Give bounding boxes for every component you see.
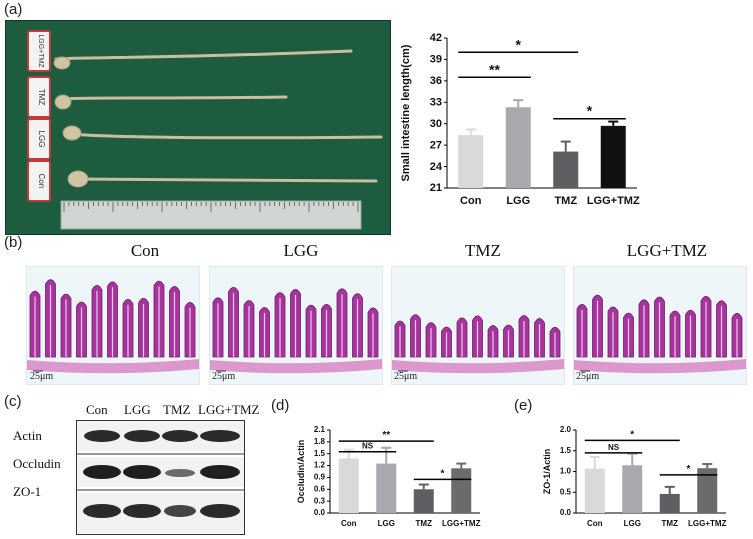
photo-tag-4: Con [37, 174, 46, 189]
bar-con [584, 468, 605, 513]
bar-tmz [553, 151, 579, 188]
histology-title-lgg-tmz: LGG+TMZ [626, 241, 708, 260]
western-blot [76, 420, 245, 535]
bar-con [338, 458, 359, 513]
y-tick-label: 2.1 [314, 425, 326, 434]
intestine-photo-drawing: LGG+TMZ TMZ LGG Con [6, 21, 390, 234]
panel-label-b: (b) [4, 234, 23, 251]
histology-title-con: Con [130, 241, 160, 260]
wb-lane-lgg-tmz: LGG+TMZ [198, 402, 260, 417]
bar-con [458, 135, 484, 188]
x-tick-label: TMZ [416, 519, 433, 528]
wb-lane-tmz: TMZ [163, 402, 191, 417]
significance-label: * [587, 103, 593, 119]
bar-lgg-tmz [600, 125, 626, 188]
wb-row-occludin: Occludin [13, 456, 61, 471]
y-tick-label: 30 [430, 118, 442, 130]
wb-lane-con: Con [86, 402, 108, 417]
y-tick-label: 0.9 [314, 473, 326, 482]
significance-label: NS [608, 443, 620, 452]
x-tick-label: TMZ [662, 519, 679, 528]
y-axis-label: ZO-1/Actin [542, 449, 552, 495]
panel-label-c: (c) [4, 393, 22, 410]
scale-bar-lgg-tmz: 25μm [576, 371, 600, 382]
y-tick-label: 1.0 [560, 467, 572, 476]
histology-image-tmz [391, 266, 565, 385]
x-tick-label: LGG [506, 195, 530, 207]
y-tick-label: 27 [430, 139, 442, 151]
x-tick-label: LGG+TMZ [688, 519, 727, 528]
y-axis-label: Small intestine length(cm) [400, 44, 412, 181]
chart-zo1-actin: 0.0 0.5 1.0 1.5 2.0 ZO-1/Actin Con LGG TMZ LGG+TM… [542, 425, 727, 528]
histology-title-tmz: TMZ [465, 241, 501, 260]
significance-label: * [687, 464, 691, 475]
y-tick-label: 24 [430, 161, 443, 173]
y-tick-label: 0.0 [314, 508, 326, 517]
significance-label: * [516, 36, 522, 52]
x-tick-label: LGG+TMZ [587, 195, 640, 207]
bar-lgg [505, 107, 531, 188]
intestine-strip-3 [69, 132, 383, 140]
photo-tag-1: LGG+TMZ [37, 34, 44, 68]
bar-tmz [659, 493, 680, 513]
x-tick-label: Con [587, 519, 603, 528]
significance-label: ** [382, 430, 390, 441]
panel-label-a: (a) [4, 1, 23, 18]
histology-image-lgg [209, 266, 383, 385]
x-tick-label: LGG [624, 519, 641, 528]
x-tick-label: TMZ [554, 195, 577, 207]
chart-occludin-actin: 0.0 0.3 0.6 0.9 1.2 1.5 1.8 2.1 Occludin/Actin Co… [296, 425, 481, 528]
intestine-strip-2 [59, 95, 288, 101]
panel-label-d: (d) [271, 397, 290, 414]
intestine-strip-4 [72, 177, 378, 183]
chart-small-intestine-length: 21 24 27 30 33 36 39 42 Small intestine length(c… [400, 32, 640, 207]
scale-bar-tmz: 25μm [394, 371, 418, 382]
y-tick-label: 0.6 [314, 484, 326, 493]
wb-row-zo1: ZO-1 [13, 484, 42, 499]
intestine-photo: LGG+TMZ TMZ LGG Con [5, 20, 391, 235]
significance-label: * [441, 468, 445, 479]
x-tick-label: Con [460, 195, 482, 207]
western-blot-bands [77, 421, 244, 533]
y-tick-label: 0.5 [560, 487, 572, 496]
wb-row-actin: Actin [13, 428, 42, 443]
histology-image-lgg-tmz [573, 266, 747, 385]
significance-label: ** [489, 61, 500, 77]
y-tick-label: 1.5 [314, 449, 326, 458]
bar-lgg-tmz [451, 468, 472, 513]
x-tick-label: LGG [378, 519, 395, 528]
scale-bar-con: 25μm [30, 371, 54, 382]
bar-lgg [622, 465, 643, 513]
y-tick-label: 0.0 [560, 508, 572, 517]
bar-lgg [376, 463, 397, 513]
y-tick-label: 1.8 [314, 437, 326, 446]
photo-tags: LGG+TMZ TMZ LGG Con [27, 30, 51, 202]
photo-tag-3: LGG [37, 131, 46, 148]
x-tick-label: Con [341, 519, 357, 528]
y-tick-label: 2.0 [560, 425, 572, 434]
y-tick-label: 33 [430, 97, 442, 109]
y-tick-label: 1.2 [314, 461, 326, 470]
significance-label: * [630, 429, 634, 440]
y-tick-label: 42 [430, 32, 442, 44]
panel-label-e: (e) [514, 397, 533, 414]
ruler [60, 200, 362, 230]
histology-title-lgg: LGG [283, 241, 319, 260]
y-tick-label: 0.3 [314, 496, 326, 505]
scale-bar-lgg: 25μm [212, 371, 236, 382]
y-tick-label: 39 [430, 54, 442, 66]
y-tick-label: 21 [430, 182, 442, 194]
y-tick-label: 36 [430, 75, 442, 87]
x-tick-label: LGG+TMZ [442, 519, 481, 528]
significance-label: NS [362, 442, 374, 451]
photo-tag-2: TMZ [37, 89, 46, 106]
wb-lane-lgg: LGG [124, 402, 151, 417]
bar-lgg-tmz [697, 468, 718, 513]
bar-tmz [413, 489, 434, 513]
y-tick-label: 1.5 [560, 446, 572, 455]
histology-image-con [26, 266, 200, 385]
y-axis-label: Occludin/Actin [296, 440, 306, 504]
